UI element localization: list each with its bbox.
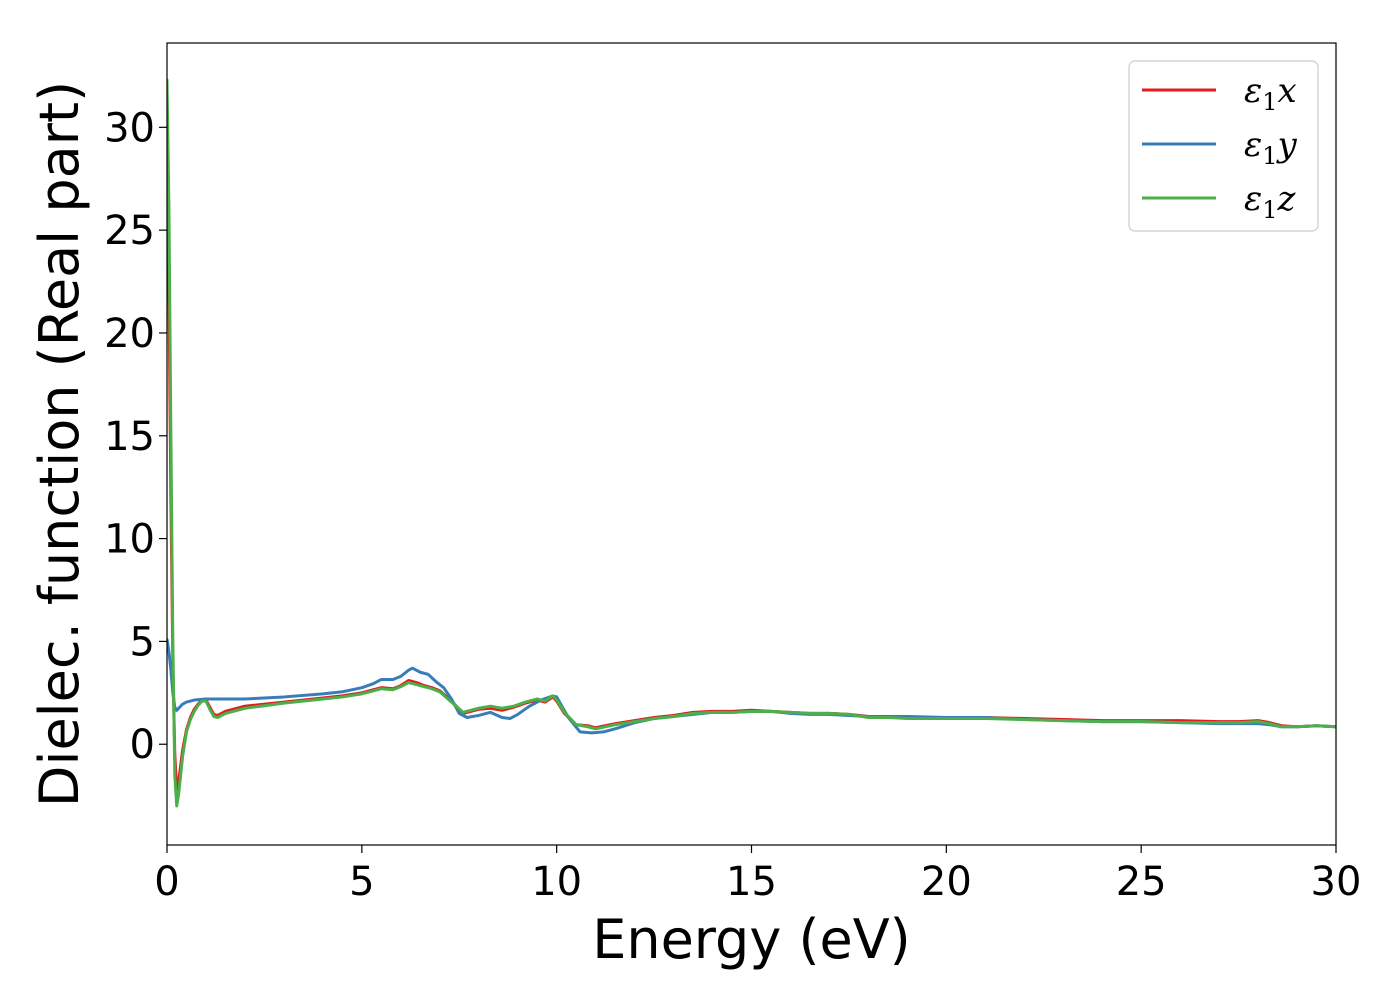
x-tick-label: 0 xyxy=(154,859,179,905)
legend: ε1x ε1y ε1z xyxy=(1128,60,1319,232)
x-tick-label: 10 xyxy=(531,859,582,905)
plot-area xyxy=(167,78,1336,808)
y-tick-label: 5 xyxy=(130,619,155,665)
y-tick-label: 20 xyxy=(104,311,155,357)
y-tick-label: 30 xyxy=(104,105,155,151)
x-tick-label: 20 xyxy=(921,859,972,905)
y-axis-label: Dielec. function (Real part) xyxy=(28,81,91,807)
x-axis-ticks: 0 5 10 15 20 25 30 xyxy=(154,845,1361,905)
x-axis-label: Energy (eV) xyxy=(592,908,911,971)
x-tick-label: 30 xyxy=(1311,859,1362,905)
legend-box xyxy=(1128,60,1319,232)
series-line-z xyxy=(167,78,1336,808)
y-tick-label: 10 xyxy=(104,517,155,563)
x-tick-label: 25 xyxy=(1116,859,1167,905)
y-tick-label: 15 xyxy=(104,414,155,460)
y-tick-label: 0 xyxy=(130,722,155,768)
y-axis-ticks: 0 5 10 15 20 25 30 xyxy=(104,105,167,768)
y-tick-label: 25 xyxy=(104,208,155,254)
series-line-y xyxy=(167,637,1336,735)
legend-label-z: ε1z xyxy=(1244,179,1297,224)
x-tick-label: 15 xyxy=(726,859,777,905)
x-tick-label: 5 xyxy=(349,859,374,905)
legend-label-y: ε1y xyxy=(1244,125,1298,170)
legend-label-x: ε1x xyxy=(1244,71,1297,116)
